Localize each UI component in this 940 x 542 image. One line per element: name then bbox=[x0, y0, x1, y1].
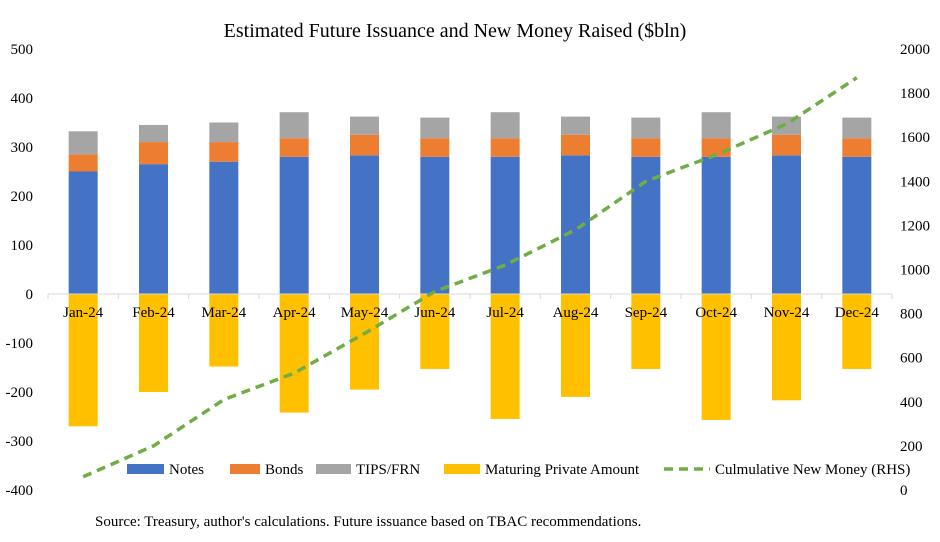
cumulative-line bbox=[82, 76, 858, 479]
bar-bonds bbox=[842, 138, 872, 157]
category-label: Jan-24 bbox=[63, 305, 103, 321]
legend-swatch-maturing-private-amount bbox=[444, 464, 480, 474]
category-label: Feb-24 bbox=[132, 305, 175, 321]
bar-maturing-private-amount bbox=[772, 294, 801, 401]
bar-maturing-private-amount bbox=[561, 294, 590, 397]
bar-bonds bbox=[139, 142, 168, 165]
bar-notes bbox=[209, 161, 239, 294]
right-tick-label: 1600 bbox=[900, 130, 930, 146]
legend-swatch-notes bbox=[127, 464, 164, 474]
right-tick-label: 1200 bbox=[900, 218, 930, 234]
left-tick-label: 300 bbox=[11, 140, 34, 156]
legend-label-tips-frn: TIPS/FRN bbox=[356, 462, 420, 478]
bar-tips-frn bbox=[561, 116, 590, 135]
bar-notes bbox=[68, 171, 98, 294]
left-tick-label: 0 bbox=[26, 287, 34, 303]
bar-maturing-private-amount bbox=[279, 294, 309, 413]
bar-notes bbox=[772, 155, 801, 294]
bar-maturing-private-amount bbox=[68, 294, 98, 427]
bar-tips-frn bbox=[68, 131, 98, 155]
bar-tips-frn bbox=[631, 117, 661, 139]
bar-notes bbox=[842, 156, 872, 294]
left-tick-label: 400 bbox=[11, 91, 34, 107]
bar-notes bbox=[139, 164, 168, 294]
bar-bonds bbox=[68, 154, 98, 172]
chart-title: Estimated Future Issuance and New Money … bbox=[223, 20, 687, 42]
right-tick-label: 2000 bbox=[900, 42, 930, 58]
category-label: Mar-24 bbox=[201, 305, 246, 321]
legend-label-bonds: Bonds bbox=[265, 462, 304, 478]
left-tick-label: -200 bbox=[6, 385, 34, 401]
right-tick-label: 1000 bbox=[900, 263, 930, 279]
legend: Notes Bonds TIPS/FRN Maturing Private Amoun… bbox=[127, 462, 910, 478]
left-tick-label: -300 bbox=[6, 434, 34, 450]
bar-notes bbox=[350, 155, 379, 294]
bar-notes bbox=[420, 156, 450, 294]
bar-maturing-private-amount bbox=[350, 294, 379, 390]
left-tick-label: -100 bbox=[6, 336, 34, 352]
bar-bonds bbox=[209, 142, 239, 162]
category-label: Sep-24 bbox=[625, 305, 668, 321]
left-tick-label: -400 bbox=[6, 483, 34, 499]
category-label: May-24 bbox=[341, 305, 389, 321]
right-tick-label: 400 bbox=[900, 395, 923, 411]
bars bbox=[68, 112, 872, 427]
left-tick-label: 500 bbox=[11, 42, 34, 58]
right-tick-label: 600 bbox=[900, 351, 923, 367]
bar-maturing-private-amount bbox=[701, 294, 731, 420]
legend-label-culmulative-new-money-rhs-: Culmulative New Money (RHS) bbox=[715, 462, 910, 478]
bar-tips-frn bbox=[420, 117, 450, 139]
category-label: Jun-24 bbox=[414, 305, 455, 321]
bar-notes bbox=[490, 156, 520, 294]
bar-bonds bbox=[631, 138, 661, 157]
bar-notes bbox=[701, 156, 731, 294]
category-label: Jul-24 bbox=[486, 305, 524, 321]
bar-tips-frn bbox=[701, 112, 731, 139]
category-labels: Jan-24 Feb-24 Mar-24 Apr-24 May-24 Jun-24 Jul-… bbox=[47, 294, 893, 321]
legend-swatch-tips-frn bbox=[316, 464, 351, 474]
legend-swatch-bonds bbox=[230, 464, 260, 474]
series-line-cumulative bbox=[82, 76, 858, 479]
left-tick-label: 100 bbox=[11, 238, 34, 254]
category-label: Aug-24 bbox=[553, 305, 599, 321]
bar-bonds bbox=[279, 138, 309, 157]
right-tick-label: 1800 bbox=[900, 86, 930, 102]
bar-maturing-private-amount bbox=[490, 294, 520, 419]
right-tick-label: 0 bbox=[900, 483, 908, 499]
right-tick-label: 200 bbox=[900, 439, 923, 455]
bar-maturing-private-amount bbox=[139, 294, 168, 392]
bar-tips-frn bbox=[490, 112, 520, 139]
bar-tips-frn bbox=[279, 112, 309, 139]
category-label: Apr-24 bbox=[273, 305, 317, 321]
bar-tips-frn bbox=[139, 124, 168, 143]
right-tick-label: 1400 bbox=[900, 174, 930, 190]
bar-bonds bbox=[420, 138, 450, 157]
bar-maturing-private-amount bbox=[209, 294, 239, 367]
category-label: Oct-24 bbox=[695, 305, 737, 321]
left-tick-label: 200 bbox=[11, 189, 34, 205]
category-label: Dec-24 bbox=[835, 305, 880, 321]
bar-tips-frn bbox=[209, 122, 239, 143]
bar-tips-frn bbox=[350, 116, 379, 135]
bar-bonds bbox=[772, 134, 801, 156]
bar-tips-frn bbox=[842, 117, 872, 139]
legend-label-maturing-private-amount: Maturing Private Amount bbox=[485, 462, 640, 478]
bar-bonds bbox=[490, 138, 520, 157]
bar-maturing-private-amount bbox=[420, 294, 450, 369]
source-note: Source: Treasury, author's calculations.… bbox=[95, 514, 642, 530]
left-axis: 500 400 300 200 100 0 -100 -200 -300 -400 bbox=[6, 42, 34, 499]
legend-label-notes: Notes bbox=[169, 462, 204, 478]
category-label: Nov-24 bbox=[764, 305, 810, 321]
right-tick-label: 800 bbox=[900, 307, 923, 323]
bar-maturing-private-amount bbox=[842, 294, 872, 369]
bar-maturing-private-amount bbox=[631, 294, 661, 369]
bar-bonds bbox=[561, 134, 590, 156]
bar-notes bbox=[279, 156, 309, 294]
bar-bonds bbox=[350, 134, 379, 156]
